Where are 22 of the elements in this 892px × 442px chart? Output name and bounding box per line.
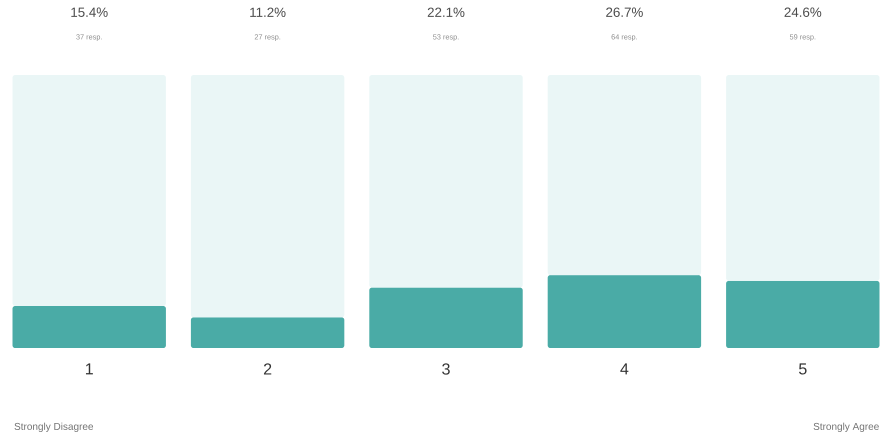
data-label: 15.4% [71, 8, 108, 17]
bar [12, 306, 166, 348]
data-label: 24.6% [784, 8, 822, 17]
bar [726, 280, 880, 348]
text: Strongly Disagree [14, 422, 94, 432]
x-tick-label: 3 [442, 363, 450, 375]
bar [190, 74, 344, 318]
bar [369, 74, 523, 288]
bar [726, 74, 880, 281]
x-tick-label: 5 [799, 363, 807, 375]
bar [369, 288, 523, 348]
bar [12, 74, 166, 306]
bar [548, 275, 702, 348]
bar [190, 317, 344, 348]
data-label: 11.2% [250, 8, 286, 17]
x-tick-label: 1 [86, 363, 93, 374]
text: Strongly Agree [814, 422, 879, 432]
x-tick-label: 2 [264, 363, 272, 375]
x-tick-label: 4 [620, 363, 628, 374]
data-label: 22.1% [428, 8, 464, 17]
data-label: 26.7% [606, 8, 643, 17]
bar [548, 74, 702, 276]
